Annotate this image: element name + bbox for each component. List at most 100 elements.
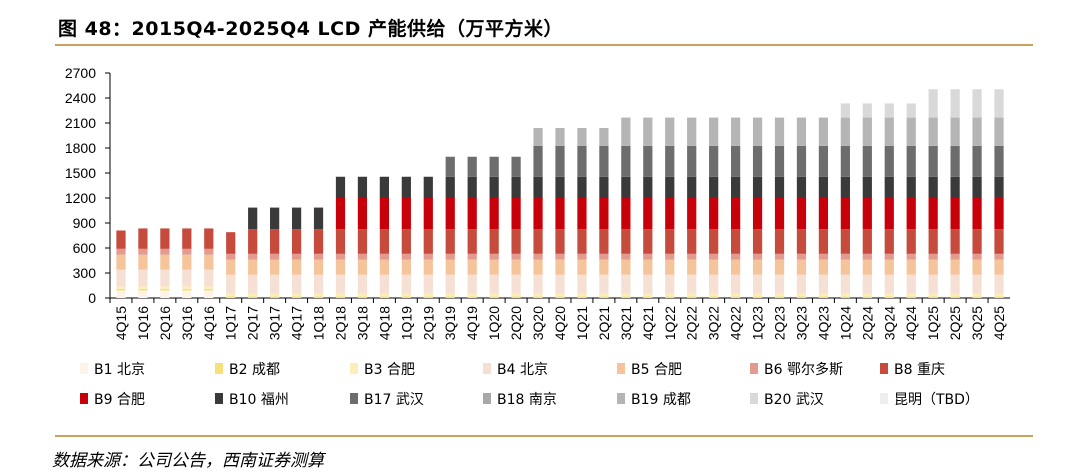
legend-label: B8 重庆 xyxy=(894,362,945,378)
x-tick-label: 2Q23 xyxy=(772,306,788,340)
bar-segment xyxy=(818,229,829,254)
bar-segment xyxy=(906,198,916,230)
legend-swatch xyxy=(880,363,888,374)
bar-segment xyxy=(796,229,807,254)
bar-segment xyxy=(182,288,192,291)
bar-segment xyxy=(204,248,214,255)
bar-segment xyxy=(862,229,872,254)
bar-segment xyxy=(994,145,1004,177)
bar-segment xyxy=(511,274,521,294)
bar-segment xyxy=(445,274,455,294)
bar-segment xyxy=(423,296,433,298)
bar-segment xyxy=(972,89,982,118)
bar-segment xyxy=(731,176,741,198)
legend-swatch xyxy=(80,393,88,404)
bar-segment xyxy=(291,296,302,298)
bar-segment xyxy=(643,117,653,146)
y-tick-label: 900 xyxy=(73,215,97,231)
bar-segment xyxy=(840,296,850,298)
bar-segment xyxy=(774,229,785,254)
bar-segment xyxy=(533,253,543,260)
bar-segment xyxy=(840,293,850,297)
bar-segment xyxy=(950,229,960,254)
bar-segment xyxy=(687,229,697,254)
bar-segment xyxy=(138,290,148,298)
x-tick-label: 2Q24 xyxy=(859,306,875,340)
bar-segment xyxy=(335,259,346,275)
bar-segment xyxy=(423,293,433,297)
y-tick-label: 2700 xyxy=(65,65,96,81)
bar-segment xyxy=(577,274,587,294)
legend-swatch xyxy=(215,393,223,404)
bar-segment xyxy=(116,230,126,249)
x-tick-label: 4Q24 xyxy=(903,306,919,340)
bar-segment xyxy=(313,293,324,297)
bar-segment xyxy=(643,296,653,298)
bar-segment xyxy=(270,293,280,297)
bar-segment xyxy=(840,259,850,275)
x-tick-label: 3Q23 xyxy=(793,306,809,340)
bar-segment xyxy=(533,274,543,294)
bar-segment xyxy=(621,117,631,146)
y-tick-label: 0 xyxy=(88,290,96,306)
bar-segment xyxy=(204,269,214,287)
chart-legend: B1 北京 B2 成都 B3 合肥 B4 北京 B5 合肥 B6 鄂尔多斯 B8 重庆 B9 … xyxy=(80,361,979,408)
bar-segment xyxy=(862,198,872,230)
bar-segment xyxy=(752,117,763,146)
y-tick-label: 2100 xyxy=(65,115,96,131)
bar-segment xyxy=(643,259,653,275)
data-source-note: 数据来源：公司公告，西南证券测算 xyxy=(52,451,324,471)
legend-swatch xyxy=(617,363,625,374)
bar-segment xyxy=(906,253,916,260)
legend-swatch xyxy=(80,363,88,374)
bar-segment xyxy=(928,198,938,230)
bar-segment xyxy=(270,229,280,254)
bar-segment xyxy=(226,232,236,254)
bar-segment xyxy=(577,296,587,298)
bar-segment xyxy=(731,293,741,297)
bar-segment xyxy=(357,229,368,254)
bar-segment xyxy=(577,145,587,177)
legend-swatch xyxy=(483,363,491,374)
bar-segment xyxy=(928,176,938,198)
bar-segment xyxy=(643,145,653,177)
bar-segment xyxy=(577,229,587,254)
bar-segment xyxy=(335,229,346,254)
bar-segment xyxy=(731,296,741,298)
x-tick-label: 1Q19 xyxy=(398,306,414,340)
bar-segment xyxy=(160,286,170,289)
bar-segment xyxy=(906,293,916,297)
bar-segment xyxy=(709,253,719,260)
bar-segment xyxy=(182,254,192,270)
x-tick-label: 3Q16 xyxy=(179,306,195,340)
bar-segment xyxy=(994,229,1004,254)
bar-segment xyxy=(840,198,850,230)
bar-segment xyxy=(489,296,499,298)
bar-segment xyxy=(621,274,631,294)
x-tick-label: 3Q22 xyxy=(706,306,722,340)
bar-segment xyxy=(665,198,675,230)
bar-segment xyxy=(621,296,631,298)
legend-swatch xyxy=(880,393,888,404)
stacked-bar-chart: 0 300 600 900 1200 1500 1800 2100 2400 2700 4Q15 1… xyxy=(65,65,1010,408)
bar-segment xyxy=(950,198,960,230)
bar-segment xyxy=(357,293,368,297)
bar-segment xyxy=(665,176,675,198)
bar-segment xyxy=(906,274,916,294)
x-tick-label: 1Q20 xyxy=(486,306,502,340)
bar-segment xyxy=(357,296,368,298)
bar-segment xyxy=(774,176,785,198)
chart-axes: 0 300 600 900 1200 1500 1800 2100 2400 2700 xyxy=(65,65,1010,306)
bar-segment xyxy=(335,293,346,297)
bar-segment xyxy=(445,296,455,298)
bar-segment xyxy=(555,253,565,260)
bar-segment xyxy=(818,259,829,275)
legend-swatch xyxy=(750,393,758,404)
bar-segment xyxy=(511,253,521,260)
bar-segment xyxy=(160,254,170,270)
bar-segment xyxy=(379,176,389,198)
bar-segment xyxy=(401,229,411,254)
bar-segment xyxy=(928,229,938,254)
bar-segment xyxy=(401,296,411,298)
bar-segment xyxy=(467,293,477,297)
